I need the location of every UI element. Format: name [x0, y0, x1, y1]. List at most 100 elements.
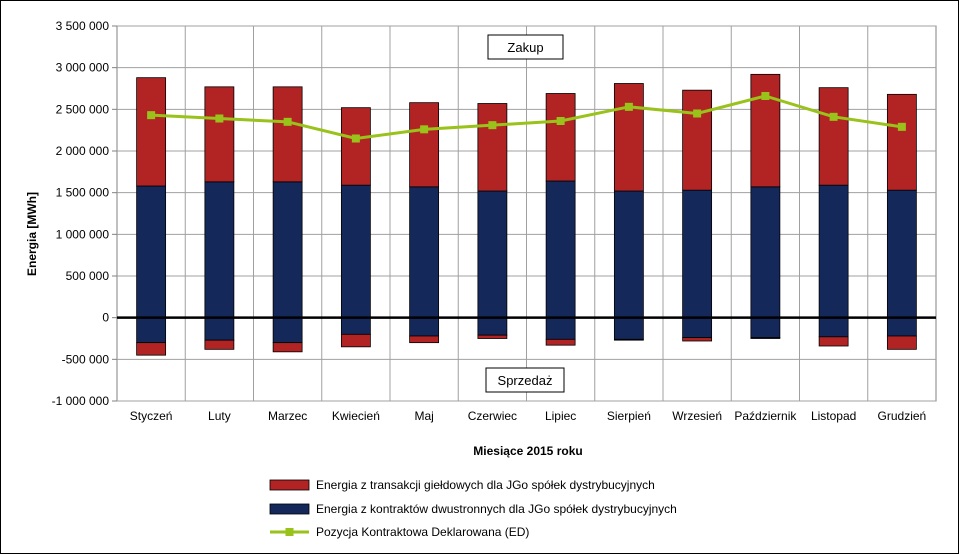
bar-bilateral-positive — [272, 181, 303, 319]
bar-bilateral-negative — [409, 317, 440, 337]
bar-bilateral-positive — [613, 190, 644, 319]
bar-exchange-negative — [272, 342, 303, 353]
y-tick-label: 1 500 000 — [56, 186, 110, 200]
bar-exchange-negative — [409, 335, 440, 344]
bar-layer — [136, 73, 917, 356]
point-ed — [829, 112, 838, 121]
bar-exchange-positive — [409, 102, 440, 188]
x-tick-label: Wrzesień — [672, 409, 722, 423]
bar-bilateral-positive — [886, 189, 917, 319]
bar-bilateral-negative — [545, 317, 576, 340]
point-ed — [283, 117, 292, 126]
bar-exchange-positive — [272, 86, 303, 183]
point-ed — [897, 122, 906, 131]
bar-exchange-negative — [818, 336, 849, 347]
bar-exchange-positive — [204, 86, 235, 183]
annotation-sprzedaz-text: Sprzedaż — [498, 373, 553, 388]
y-tick-label: 1 000 000 — [56, 227, 110, 241]
point-ed — [215, 114, 224, 123]
bar-bilateral-positive — [682, 189, 713, 319]
line-layer — [117, 92, 936, 319]
bar-exchange-negative — [204, 339, 235, 350]
y-tick-label: 500 000 — [66, 269, 110, 283]
legend: Energia z transakcji giełdowych dla JGo … — [269, 478, 677, 539]
bar-bilateral-negative — [750, 317, 781, 339]
point-ed — [420, 125, 429, 134]
x-tick-label: Czerwiec — [468, 409, 517, 423]
legend-swatch-dwustronne — [269, 503, 310, 515]
bar-bilateral-positive — [818, 184, 849, 319]
bar-exchange-negative — [477, 334, 508, 339]
legend-label-gieldowe: Energia z transakcji giełdowych dla JGo … — [316, 478, 655, 492]
bar-exchange-negative — [750, 337, 781, 339]
annotation-zakup-text: Zakup — [507, 40, 543, 55]
bar-bilateral-negative — [682, 317, 713, 339]
bar-bilateral-negative — [818, 317, 849, 338]
bar-exchange-positive — [477, 103, 508, 192]
annotation-zakup-box — [487, 34, 564, 60]
legend-label-ed: Pozycja Kontraktowa Deklarowana (ED) — [316, 525, 529, 539]
x-tick-label: Listopad — [811, 409, 856, 423]
x-tick-label: Kwiecień — [332, 409, 380, 423]
bar-exchange-positive — [886, 93, 917, 191]
bar-exchange-positive — [136, 77, 167, 187]
bar-exchange-negative — [340, 333, 371, 348]
bar-bilateral-negative — [477, 317, 508, 336]
x-tick-label: Sierpień — [607, 409, 651, 423]
bar-bilateral-negative — [136, 317, 167, 344]
line-ed-series — [151, 94, 903, 141]
y-tick-label: 3 000 000 — [56, 61, 110, 75]
legend-label-dwustronne: Energia z kontraktów dwustronnych dla JG… — [316, 502, 677, 516]
bar-exchange-positive — [818, 87, 849, 186]
bar-exchange-positive — [750, 73, 781, 188]
bar-bilateral-negative — [340, 317, 371, 335]
bar-bilateral-negative — [272, 317, 303, 344]
bar-bilateral-positive — [340, 184, 371, 319]
y-tick-label: 0 — [102, 311, 109, 325]
bar-bilateral-positive — [545, 180, 576, 319]
bar-bilateral-positive — [477, 190, 508, 319]
legend-swatch-gieldowe — [269, 479, 310, 491]
point-ed — [147, 111, 156, 120]
bar-exchange-negative — [613, 338, 644, 341]
bar-exchange-positive — [613, 83, 644, 192]
bar-exchange-negative — [136, 342, 167, 356]
y-tick-label: -1 000 000 — [52, 394, 110, 408]
bar-exchange-negative — [886, 335, 917, 350]
annotation-sprzedaz: Sprzedaż — [485, 367, 565, 393]
y-tick-label: 3 500 000 — [56, 19, 110, 33]
annotation-sprzedaz-box — [485, 367, 565, 393]
point-ed — [556, 117, 565, 125]
x-tick-label: Styczeń — [130, 409, 173, 423]
x-tick-label: Grudzień — [878, 409, 927, 423]
bar-exchange-positive — [545, 93, 576, 182]
bar-bilateral-negative — [204, 317, 235, 341]
x-axis-title: Miesiące 2015 roku — [473, 444, 582, 458]
y-axis-title: Energia [MWh] — [25, 192, 39, 276]
bar-exchange-negative — [545, 338, 576, 346]
tick-layer: 3 500 000 3 000 000 2 500 000 2 000 000 1 50… — [52, 19, 927, 423]
x-tick-label: Luty — [208, 409, 231, 423]
bar-bilateral-positive — [409, 186, 440, 319]
x-tick-label: Lipiec — [545, 409, 576, 423]
y-tick-label: 2 500 000 — [56, 102, 110, 116]
annotation-zakup: Zakup — [487, 34, 564, 60]
point-ed — [761, 92, 770, 100]
bar-exchange-positive — [340, 107, 371, 186]
bar-exchange-positive — [682, 89, 713, 191]
bar-bilateral-positive — [750, 186, 781, 319]
bar-bilateral-negative — [613, 317, 644, 340]
grid-layer — [112, 25, 937, 402]
point-ed — [624, 102, 633, 111]
point-ed — [351, 134, 360, 143]
x-tick-label: Maj — [414, 409, 433, 423]
x-tick-label: Październik — [734, 409, 797, 423]
x-tick-label: Marzec — [268, 409, 307, 423]
point-ed — [488, 121, 497, 130]
legend-marker-ed — [285, 528, 294, 536]
y-tick-label: 2 000 000 — [56, 144, 110, 158]
point-ed — [693, 109, 702, 118]
y-tick-label: -500 000 — [62, 352, 110, 366]
